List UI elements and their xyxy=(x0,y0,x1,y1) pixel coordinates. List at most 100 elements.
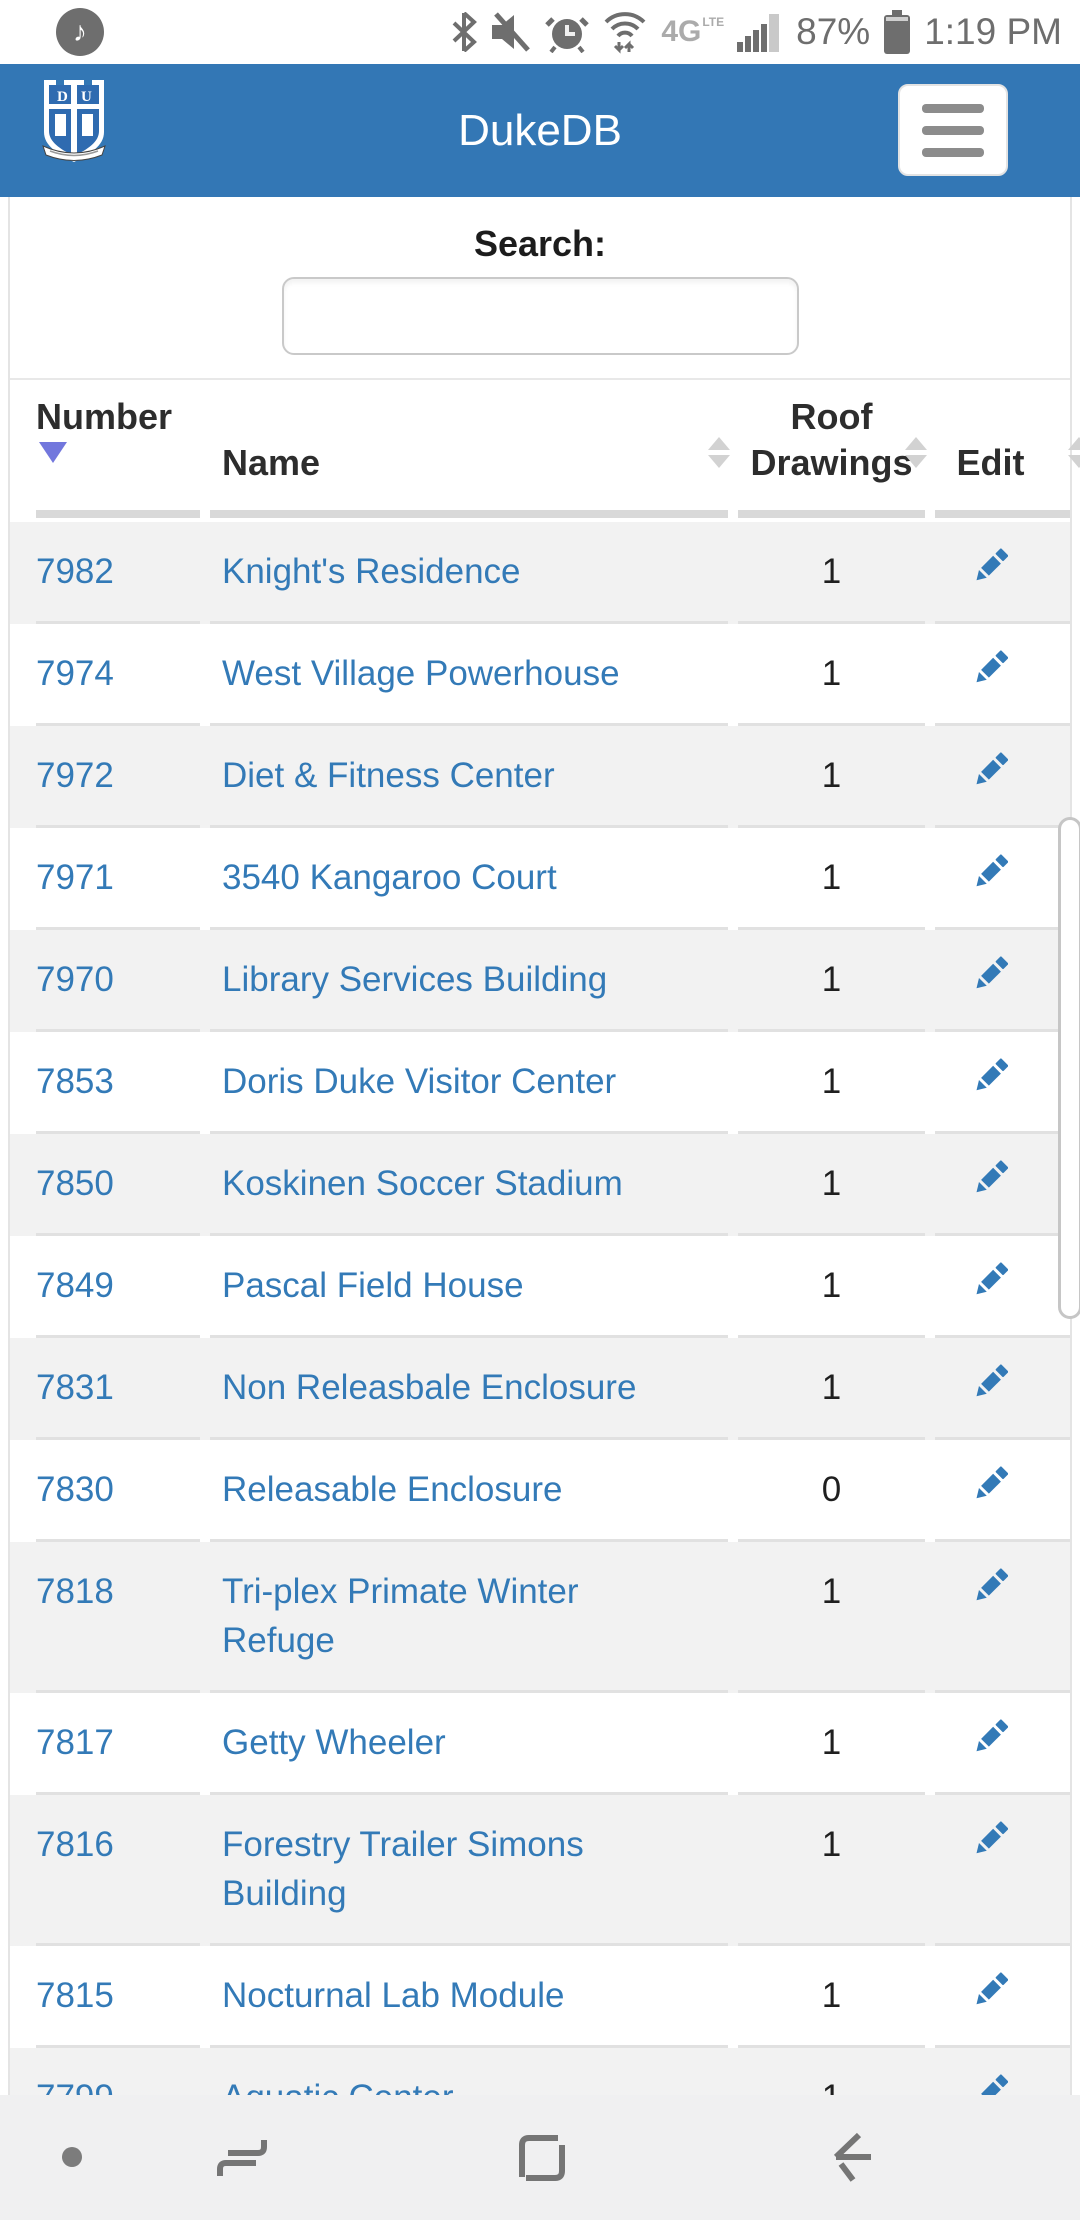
table-row: 7817 Getty Wheeler 1 xyxy=(10,1693,1070,1795)
home-button[interactable] xyxy=(512,2095,572,2220)
wifi-icon xyxy=(604,12,646,54)
edit-icon[interactable] xyxy=(974,1567,1008,1603)
edit-icon[interactable] xyxy=(974,1465,1008,1501)
edit-icon[interactable] xyxy=(974,853,1008,889)
status-bar: ♪ xyxy=(0,0,1080,64)
edit-cell xyxy=(935,1946,1070,2048)
menu-button[interactable] xyxy=(898,84,1008,176)
edit-icon[interactable] xyxy=(974,1159,1008,1195)
battery-icon xyxy=(884,10,911,54)
building-number-link[interactable]: 7970 xyxy=(36,930,200,1032)
edit-cell xyxy=(935,624,1070,726)
building-name-link[interactable]: Getty Wheeler xyxy=(222,1723,446,1762)
edit-cell xyxy=(935,1542,1070,1693)
building-name-link[interactable]: Nocturnal Lab Module xyxy=(222,1976,565,2015)
edit-cell xyxy=(935,1032,1070,1134)
building-number-link[interactable]: 7816 xyxy=(36,1795,200,1946)
column-header-number[interactable]: Number xyxy=(36,394,200,518)
column-header-roof-drawings[interactable]: Roof Drawings xyxy=(738,394,927,518)
music-note-icon: ♪ xyxy=(56,8,104,56)
search-label: Search: xyxy=(473,223,607,264)
building-number-link[interactable]: 7982 xyxy=(36,522,200,624)
table-row: 7816 Forestry Trailer Simons Building 1 xyxy=(10,1795,1070,1946)
back-button[interactable] xyxy=(818,2095,878,2220)
building-name-link[interactable]: Tri-plex Primate Winter Refuge xyxy=(222,1572,579,1660)
roof-drawings-count: 1 xyxy=(738,1795,925,1946)
recents-button[interactable] xyxy=(212,2095,272,2220)
edit-icon[interactable] xyxy=(974,1820,1008,1856)
building-name-cell: Nocturnal Lab Module xyxy=(210,1946,728,2048)
home-icon xyxy=(519,2134,565,2181)
edit-cell xyxy=(935,726,1070,828)
nav-dot[interactable] xyxy=(62,2147,82,2167)
building-name-cell: Koskinen Soccer Stadium xyxy=(210,1134,728,1236)
roof-drawings-count: 1 xyxy=(738,1542,925,1693)
building-name-link[interactable]: Diet & Fitness Center xyxy=(222,756,555,795)
building-name-link[interactable]: Koskinen Soccer Stadium xyxy=(222,1164,623,1203)
back-icon xyxy=(833,2132,871,2182)
edit-icon[interactable] xyxy=(974,1057,1008,1093)
building-name-link[interactable]: Library Services Building xyxy=(222,960,608,999)
edit-icon[interactable] xyxy=(974,649,1008,685)
table-header-row: Number Name Roof Drawings Edit xyxy=(10,378,1080,518)
edit-icon[interactable] xyxy=(974,547,1008,583)
building-number-link[interactable]: 7817 xyxy=(36,1693,200,1795)
battery-percent: 87% xyxy=(796,11,871,52)
roof-drawings-count: 1 xyxy=(738,624,925,726)
roof-drawings-count: 1 xyxy=(738,522,925,624)
building-number-link[interactable]: 7853 xyxy=(36,1032,200,1134)
building-name-cell: Tri-plex Primate Winter Refuge xyxy=(210,1542,728,1693)
roof-drawings-count: 1 xyxy=(738,828,925,930)
building-name-link[interactable]: West Village Powerhouse xyxy=(222,654,620,693)
building-number-link[interactable]: 7971 xyxy=(36,828,200,930)
hamburger-icon xyxy=(922,103,984,113)
building-number-link[interactable]: 7818 xyxy=(36,1542,200,1693)
building-number-link[interactable]: 7850 xyxy=(36,1134,200,1236)
edit-cell xyxy=(935,1693,1070,1795)
building-number-link[interactable]: 7849 xyxy=(36,1236,200,1338)
edit-cell xyxy=(935,1338,1070,1440)
building-name-cell: Doris Duke Visitor Center xyxy=(210,1032,728,1134)
svg-text:U: U xyxy=(81,89,92,105)
roof-drawings-count: 1 xyxy=(738,930,925,1032)
scroll-thumb[interactable] xyxy=(1058,817,1080,1319)
edit-icon[interactable] xyxy=(974,751,1008,787)
building-name-link[interactable]: Pascal Field House xyxy=(222,1266,524,1305)
building-name-link[interactable]: Doris Duke Visitor Center xyxy=(222,1062,617,1101)
recents-icon xyxy=(217,2139,267,2176)
building-number-link[interactable]: 7815 xyxy=(36,1946,200,2048)
search-input[interactable] xyxy=(281,277,799,355)
edit-cell xyxy=(935,828,1070,930)
edit-icon[interactable] xyxy=(974,955,1008,991)
table-row: 7815 Nocturnal Lab Module 1 xyxy=(10,1946,1070,2048)
building-number-link[interactable]: 7972 xyxy=(36,726,200,828)
building-number-link[interactable]: 7831 xyxy=(36,1338,200,1440)
building-name-link[interactable]: Forestry Trailer Simons Building xyxy=(222,1825,584,1913)
table-row: 7831 Non Releasbale Enclosure 1 xyxy=(10,1338,1070,1440)
roof-drawings-count: 0 xyxy=(738,1440,925,1542)
building-name-link[interactable]: Non Releasbale Enclosure xyxy=(222,1368,637,1407)
column-header-name[interactable]: Name xyxy=(210,437,730,518)
sort-icon xyxy=(905,437,927,468)
roof-drawings-count: 1 xyxy=(738,726,925,828)
table-row: 7818 Tri-plex Primate Winter Refuge 1 xyxy=(10,1542,1070,1693)
building-number-link[interactable]: 7830 xyxy=(36,1440,200,1542)
sort-desc-icon xyxy=(39,442,67,463)
building-number-link[interactable]: 7974 xyxy=(36,624,200,726)
edit-icon[interactable] xyxy=(974,1261,1008,1297)
building-name-cell: Knight's Residence xyxy=(210,522,728,624)
building-name-link[interactable]: 3540 Kangaroo Court xyxy=(222,858,557,897)
table-row: 7972 Diet & Fitness Center 1 xyxy=(10,726,1070,828)
edit-icon[interactable] xyxy=(974,1718,1008,1754)
clock: 1:19 PM xyxy=(924,11,1062,52)
building-name-link[interactable]: Releasable Enclosure xyxy=(222,1470,563,1509)
column-header-edit[interactable]: Edit xyxy=(935,437,1080,518)
sort-icon xyxy=(708,437,730,468)
edit-icon[interactable] xyxy=(974,1363,1008,1399)
edit-icon[interactable] xyxy=(974,1971,1008,2007)
table-body: 7982 Knight's Residence 1 7974 West Vill… xyxy=(10,522,1070,2150)
android-nav-bar xyxy=(0,2095,1080,2220)
page-title: DukeDB xyxy=(458,105,622,155)
building-name-link[interactable]: Knight's Residence xyxy=(222,552,521,591)
